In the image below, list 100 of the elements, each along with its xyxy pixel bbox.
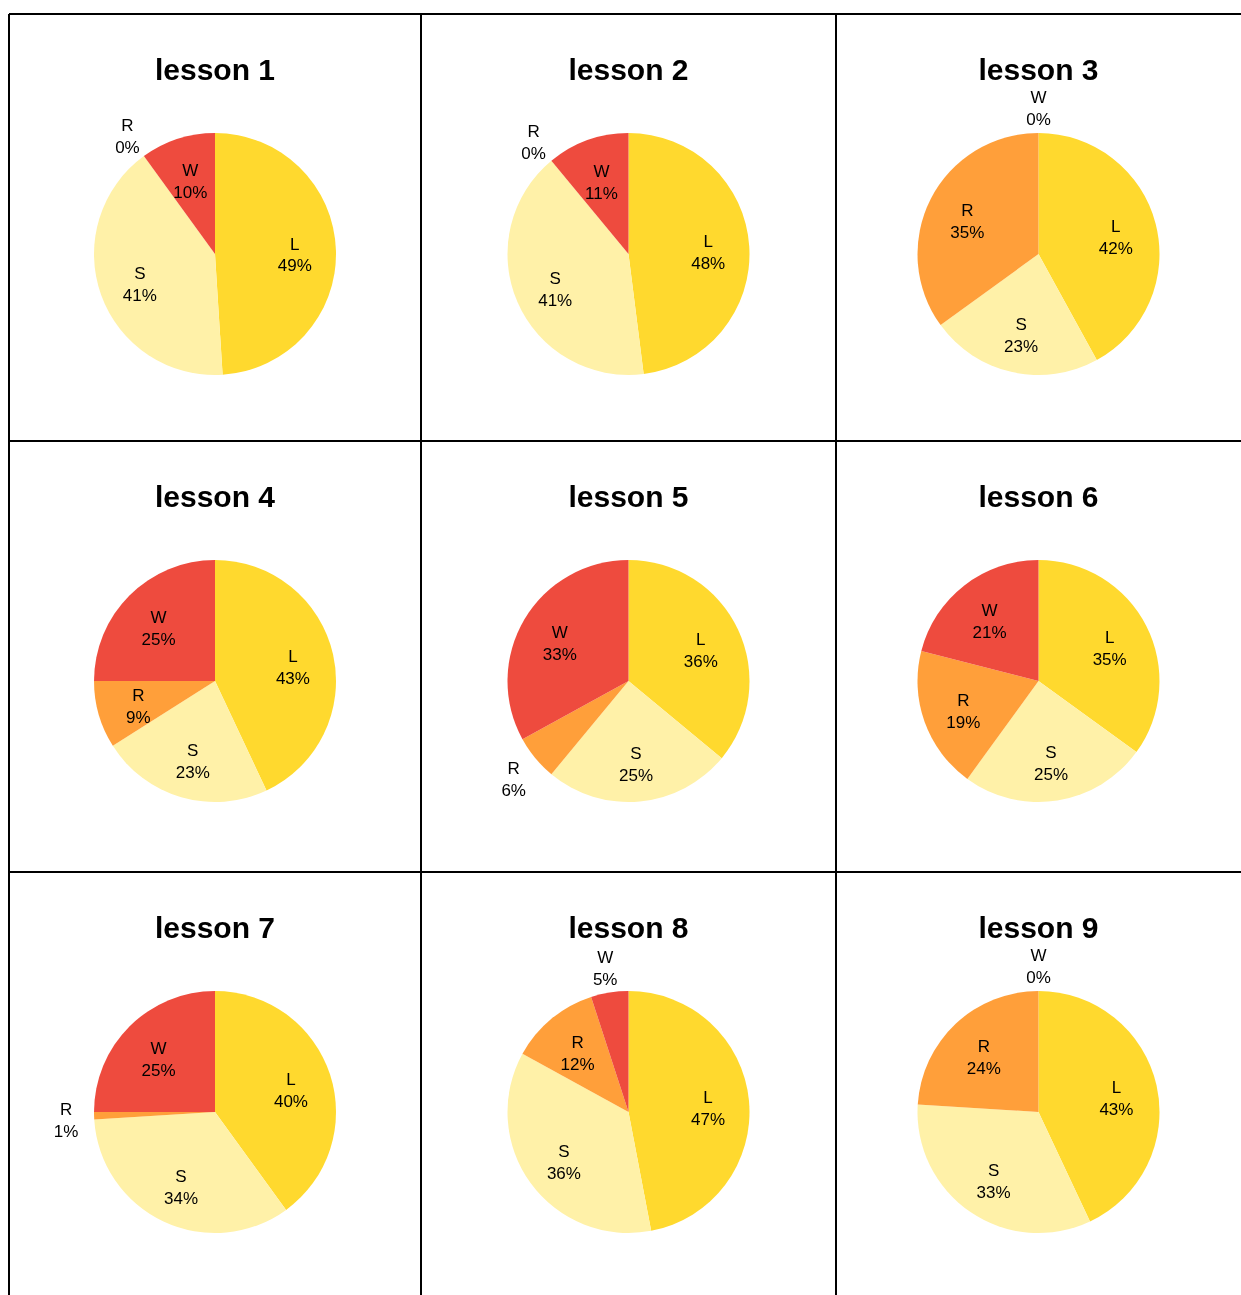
data-label: 5% (592, 969, 618, 989)
data-label: 33% (976, 1183, 1011, 1203)
pie-slice (215, 133, 336, 375)
pie-slice (551, 133, 629, 254)
pie-slice (917, 1104, 1091, 1233)
pie-slice (628, 133, 750, 375)
category-label: W (1030, 946, 1047, 965)
data-label: 34% (163, 1189, 199, 1209)
pie-slice (215, 991, 336, 1210)
slice-label: W (981, 600, 998, 620)
chart-title: lesson 6 (978, 480, 1099, 513)
slice-label: S (1045, 742, 1057, 762)
pie-slice (628, 560, 750, 759)
slice-label: L (286, 1070, 296, 1090)
slice-label: L (703, 231, 713, 251)
pie-slice (917, 991, 1039, 1112)
data-label: 36% (683, 652, 718, 671)
pie-slice (1038, 133, 1160, 361)
pie-slice (94, 681, 215, 746)
pie-slice (507, 1053, 652, 1233)
data-label: 9% (126, 708, 151, 728)
slice-label: L (696, 630, 706, 649)
slice-label: L (288, 646, 298, 666)
data-label: 35% (1092, 649, 1127, 669)
slice-label: S (187, 740, 199, 760)
slice-label: S (1015, 314, 1027, 334)
data-label: 25% (619, 765, 654, 785)
data-label: 12% (560, 1055, 595, 1075)
data-label: 48% (691, 253, 726, 273)
data-label: 25% (141, 629, 176, 649)
data-label: 49% (277, 256, 312, 276)
slice-label: R (132, 686, 145, 706)
category-label: R (121, 116, 134, 136)
data-label: 23% (175, 762, 210, 782)
slice-label: L (703, 1087, 713, 1107)
chart-title: lesson 3 (978, 53, 1099, 86)
pie-slice (94, 1112, 287, 1233)
slice-label: W (593, 161, 610, 181)
slice-label: R (59, 1099, 73, 1119)
data-label: 23% (1004, 336, 1039, 356)
pie-slice (522, 996, 629, 1112)
slice-label: L (290, 234, 300, 254)
slice-label: R (507, 758, 520, 778)
slice-label: R (977, 1036, 990, 1056)
slice-label: R (571, 1033, 584, 1053)
pie-slice (1038, 991, 1160, 1222)
chart-title: lesson 8 (568, 911, 689, 944)
data-label: 47% (690, 1109, 726, 1129)
slice-label: S (987, 1161, 1000, 1181)
slice-label: R (957, 691, 970, 711)
text: 0% (1026, 110, 1051, 129)
data-label: 21% (972, 622, 1007, 642)
data-label: 43% (275, 668, 310, 688)
pie-slice (507, 560, 629, 740)
chart-title: lesson 4 (154, 480, 276, 513)
pie-slice (215, 560, 336, 791)
slice-label: W (150, 607, 167, 627)
data-label: 10% (173, 183, 208, 203)
pie-slice (628, 991, 750, 1231)
slice-label: S (630, 743, 642, 763)
data-label: 1% (53, 1121, 79, 1141)
data-label: 6% (501, 780, 526, 800)
data-label: 41% (122, 286, 157, 306)
pie-slice (94, 156, 223, 375)
slice-label: R (961, 200, 974, 220)
chart-title: lesson 5 (568, 480, 689, 513)
pie-slice (94, 560, 215, 681)
data-label: 35% (950, 222, 985, 242)
pie-slice (921, 560, 1039, 681)
category-label: W (1030, 88, 1047, 107)
data-label: 25% (1033, 764, 1069, 784)
chart-title: lesson 9 (978, 911, 1099, 944)
slice-label: W (182, 161, 199, 181)
slice-label: L (1104, 627, 1115, 647)
data-label: 40% (273, 1092, 308, 1112)
data-label: 25% (141, 1060, 176, 1080)
slice-label: S (134, 264, 146, 284)
data-label: 36% (546, 1163, 581, 1183)
slice-label: W (150, 1038, 167, 1058)
pie-slice (551, 681, 722, 802)
chart-title: lesson 1 (154, 53, 276, 86)
data-label: 24% (966, 1058, 1001, 1078)
pie-slice (143, 133, 215, 254)
data-label: 41% (538, 290, 573, 310)
pie-slice (94, 991, 215, 1112)
data-label: 43% (1099, 1099, 1134, 1119)
pie-slice (112, 681, 267, 802)
data-label: 11% (585, 183, 618, 203)
text: 0% (115, 138, 140, 158)
slice-label: S (175, 1167, 187, 1187)
slice-label: L (1111, 1077, 1122, 1097)
chart-title: lesson 2 (568, 53, 689, 86)
pie-slice (507, 160, 644, 375)
data-label: 33% (542, 645, 577, 665)
slice-label: W (551, 623, 568, 643)
slice-label: L (1111, 217, 1121, 237)
slice-label: S (558, 1141, 570, 1161)
slice-label: S (549, 268, 561, 288)
chart-title: lesson 7 (154, 911, 276, 944)
slice-label: W (597, 947, 614, 967)
